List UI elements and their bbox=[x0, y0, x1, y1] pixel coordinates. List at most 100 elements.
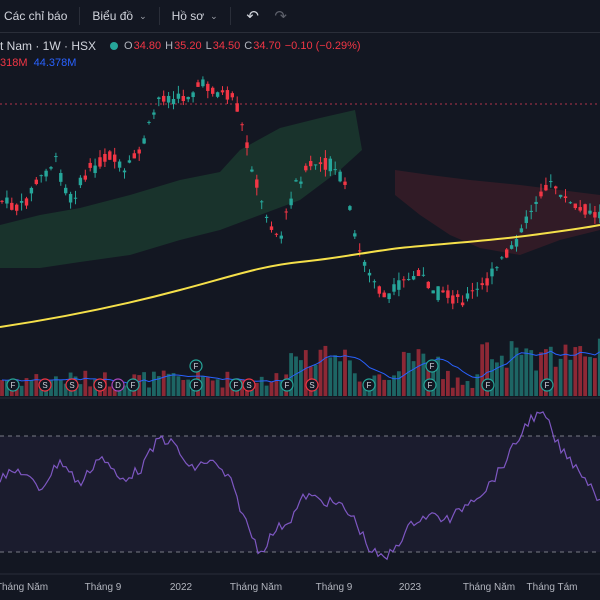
volume-bar bbox=[107, 386, 112, 396]
candle-body bbox=[142, 138, 146, 144]
candle-body bbox=[117, 161, 122, 168]
volume-bar bbox=[455, 377, 460, 396]
event-marker bbox=[305, 378, 319, 392]
candle-body bbox=[519, 228, 524, 233]
candle-body bbox=[279, 235, 283, 239]
candle-body bbox=[186, 96, 190, 100]
volume-bar bbox=[416, 349, 421, 396]
candle-body bbox=[78, 177, 83, 186]
candle-body bbox=[264, 216, 269, 219]
high-value: 35.20 bbox=[174, 40, 202, 52]
volume-bar bbox=[475, 374, 480, 396]
low-value: 34.50 bbox=[212, 40, 241, 52]
candle-body bbox=[554, 186, 558, 189]
volume-bar bbox=[323, 345, 328, 396]
volume-bar bbox=[147, 387, 151, 396]
volume-bar bbox=[392, 375, 396, 396]
volume-bar bbox=[254, 383, 259, 396]
candle-body bbox=[269, 226, 274, 230]
volume-bar bbox=[529, 350, 534, 396]
candle-body bbox=[573, 203, 577, 209]
candle-body bbox=[402, 279, 406, 281]
event-marker bbox=[229, 378, 243, 392]
candle-body bbox=[578, 207, 582, 211]
undo-icon: ↶ bbox=[246, 8, 259, 25]
redo-button[interactable]: ↷ bbox=[267, 0, 295, 33]
close-key: C bbox=[244, 40, 253, 52]
volume-bar bbox=[534, 370, 538, 396]
chart-menu-button[interactable]: Biểu đồ ⌄ bbox=[88, 0, 150, 33]
candle-body bbox=[299, 181, 303, 184]
volume-bar bbox=[446, 370, 450, 396]
candle-body bbox=[382, 292, 386, 298]
candle-body bbox=[152, 112, 156, 115]
candle-body bbox=[230, 93, 234, 98]
event-marker bbox=[38, 378, 52, 392]
volume-bar bbox=[504, 367, 509, 396]
volume-bar bbox=[29, 379, 34, 396]
event-marker-label: S bbox=[69, 381, 74, 390]
candle-body bbox=[397, 280, 401, 290]
volume-bar bbox=[269, 381, 274, 396]
profile-menu-button[interactable]: Hồ sơ ⌄ bbox=[168, 0, 222, 33]
candle-body bbox=[495, 267, 499, 269]
candle-body bbox=[73, 197, 78, 199]
symbol-title[interactable]: t Nam · 1W · HSX bbox=[0, 39, 97, 53]
event-marker bbox=[6, 378, 20, 392]
candle-body bbox=[29, 187, 34, 194]
candle-body bbox=[15, 204, 19, 211]
chevron-down-icon: ⌄ bbox=[139, 10, 147, 21]
candle-body bbox=[514, 238, 519, 247]
volume-bar bbox=[142, 372, 146, 396]
volume-bar bbox=[24, 378, 29, 396]
volume-bar bbox=[397, 371, 401, 396]
redo-icon: ↷ bbox=[274, 8, 287, 25]
volume-bar bbox=[215, 379, 220, 396]
volume-bar bbox=[588, 356, 592, 396]
volume-bar bbox=[318, 349, 323, 396]
high-key: H bbox=[165, 40, 174, 52]
candle-body bbox=[59, 173, 63, 182]
event-marker-label: F bbox=[194, 362, 199, 371]
time-axis-label: Tháng Năm bbox=[462, 582, 516, 593]
candle-body bbox=[260, 201, 264, 203]
candle-body bbox=[353, 233, 357, 237]
volume-bar bbox=[495, 362, 499, 396]
candle-body bbox=[549, 181, 553, 183]
volume-bar bbox=[421, 353, 426, 396]
candle-body bbox=[5, 197, 9, 204]
volume-bar bbox=[499, 355, 504, 396]
candle-body bbox=[465, 293, 470, 299]
volume-bar bbox=[348, 360, 352, 396]
candle-body bbox=[98, 157, 102, 167]
candle-body bbox=[181, 96, 185, 102]
candle-body bbox=[534, 201, 538, 205]
candle-body bbox=[162, 95, 166, 102]
volume-bar bbox=[171, 373, 176, 396]
ichimoku-cloud-bear bbox=[395, 170, 600, 255]
event-marker bbox=[423, 378, 437, 392]
candle-body bbox=[255, 179, 259, 188]
candle-body bbox=[421, 274, 426, 276]
candle-body bbox=[137, 149, 141, 154]
candle-body bbox=[362, 261, 367, 266]
volume-bar bbox=[220, 387, 225, 396]
event-marker-label: S bbox=[309, 381, 314, 390]
indicators-button[interactable]: Các chỉ báo bbox=[0, 0, 71, 33]
candle-body bbox=[338, 171, 342, 182]
candle-body bbox=[196, 82, 200, 87]
volume-bar bbox=[176, 376, 181, 396]
candle-body bbox=[240, 124, 244, 126]
volume-bar bbox=[289, 353, 293, 396]
volume-bar bbox=[122, 385, 127, 396]
time-axis-label: 2023 bbox=[398, 582, 422, 593]
volume-bar bbox=[117, 386, 122, 396]
moving-average-line bbox=[0, 224, 600, 328]
undo-button[interactable]: ↶ bbox=[239, 0, 267, 33]
volume-bar bbox=[382, 379, 387, 396]
volume-bar bbox=[83, 370, 88, 396]
candle-body bbox=[88, 162, 92, 168]
volume-value: 318M bbox=[0, 57, 28, 69]
